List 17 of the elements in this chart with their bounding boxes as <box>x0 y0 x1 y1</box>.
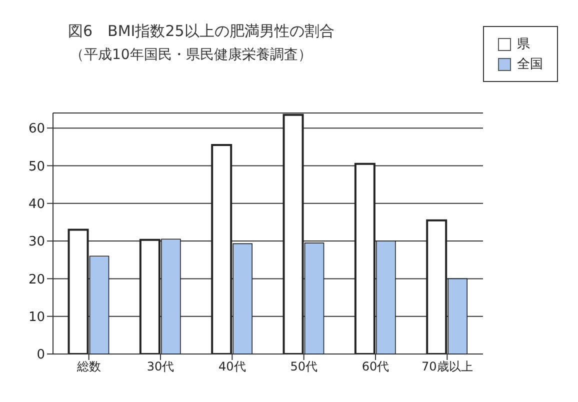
x-tick-label: 70歳以上 <box>422 360 473 374</box>
y-tick-label: 20 <box>28 272 45 288</box>
y-tick-label: 50 <box>28 159 45 174</box>
x-tick-label: 50代 <box>290 360 318 374</box>
y-tick-label: 60 <box>28 122 45 137</box>
text: 県 <box>517 36 530 53</box>
y-tick-label: 0 <box>36 348 45 363</box>
y-tick-label: 30 <box>28 234 45 250</box>
x-tick-label: 30代 <box>146 360 174 374</box>
legend-label: 全国 <box>517 56 543 73</box>
x-tick-label: 40代 <box>218 360 246 374</box>
chart-subtitle: （平成10年国民・県民健康栄養調査） <box>70 46 312 64</box>
x-tick-label: 60代 <box>362 360 390 374</box>
x-tick-label: 総数 <box>76 360 101 374</box>
y-tick-label: 10 <box>28 310 45 325</box>
chart-title: 図6 BMI指数25以上の肥満男性の割合 <box>68 22 334 41</box>
y-tick-label: 40 <box>28 196 45 212</box>
